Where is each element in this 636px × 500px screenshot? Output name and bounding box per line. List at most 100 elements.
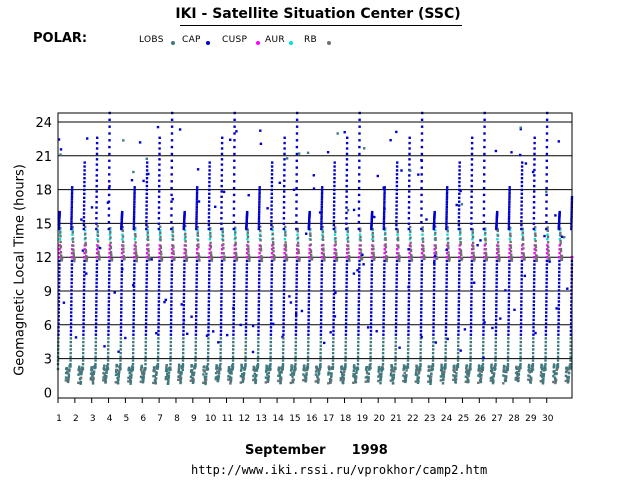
data-point-aur [296, 238, 299, 241]
data-point-cap [170, 296, 173, 299]
data-point-lobs [369, 344, 372, 347]
data-point-cap [145, 289, 148, 292]
data-point-rb [423, 257, 426, 261]
data-point-cap [507, 315, 510, 318]
data-point-cap [332, 296, 336, 299]
data-point-cap [507, 292, 511, 296]
data-point-lobs [119, 344, 122, 347]
data-point-lobs [194, 340, 197, 344]
data-point-cusp [58, 256, 61, 259]
data-point-cap [95, 190, 98, 193]
data-point-rb [71, 231, 74, 234]
data-point-lobs [131, 368, 134, 372]
data-point-cap [108, 270, 111, 274]
data-point-cap [283, 152, 286, 156]
data-point-cap [194, 326, 198, 329]
data-point-lobs [144, 340, 147, 344]
data-point-lobs [490, 369, 494, 372]
data-point-lobs [203, 375, 206, 378]
data-point-cap [258, 267, 261, 270]
data-point-cap [521, 161, 524, 164]
data-point-lobs [502, 368, 505, 372]
data-point-cap [420, 307, 423, 311]
data-point-rb [377, 379, 380, 383]
data-point-lobs [494, 359, 497, 362]
data-point-cap [407, 326, 410, 329]
data-point-lobs [456, 355, 460, 358]
data-point-rb [459, 227, 462, 231]
data-point-cap [333, 177, 336, 180]
data-point-cap [282, 281, 286, 285]
data-point-rb [381, 365, 384, 368]
data-point-cap [207, 227, 210, 231]
data-point-rb [159, 239, 162, 242]
data-point-rb [134, 245, 137, 248]
data-point-cap [408, 259, 411, 263]
data-point-lobs [330, 372, 333, 375]
data-point-rb [134, 226, 137, 230]
data-point-cap [82, 300, 86, 303]
data-point-cap [319, 322, 323, 325]
data-point-cap [132, 300, 136, 303]
data-point-cap [494, 326, 498, 329]
year-label: 1998 [351, 443, 388, 458]
data-point-rb [293, 370, 296, 374]
data-point-rb [371, 235, 375, 238]
data-point-cap [534, 331, 537, 335]
data-point-lobs [519, 344, 522, 347]
data-point-cap [194, 318, 198, 322]
data-point-cusp [295, 252, 299, 255]
data-point-cap [332, 304, 335, 307]
data-point-rb [472, 251, 475, 255]
data-point-lobs [228, 369, 231, 372]
data-point-rb [448, 257, 451, 260]
data-point-cap [295, 300, 298, 303]
legend-dot-aur [289, 41, 293, 45]
data-point-cap [169, 333, 173, 336]
data-point-rb [92, 376, 95, 380]
data-point-lobs [191, 373, 194, 376]
data-point-cap [345, 222, 348, 225]
data-point-cap [305, 232, 308, 235]
data-point-cap [95, 179, 98, 182]
data-point-cap [233, 166, 236, 169]
data-point-cap [320, 270, 323, 274]
data-point-rb [247, 253, 250, 256]
data-point-cusp [408, 256, 411, 259]
data-point-rb [85, 258, 89, 261]
data-point-lobs [494, 344, 497, 347]
data-point-cap [157, 292, 161, 296]
data-point-cap [444, 329, 448, 333]
data-point-cusp [245, 256, 249, 259]
data-point-cap [482, 356, 485, 360]
data-point-cap [295, 274, 298, 277]
data-point-cap [420, 173, 423, 176]
data-point-cap [83, 169, 86, 172]
data-point-cap [357, 227, 360, 231]
data-point-lobs [231, 359, 235, 362]
data-point-cusp [483, 256, 486, 259]
data-point-cusp [533, 252, 536, 255]
data-point-cap [208, 173, 211, 176]
data-point-cap [107, 193, 111, 197]
data-point-cap [495, 289, 498, 292]
data-point-aur [371, 233, 374, 236]
data-point-cap [398, 346, 401, 349]
data-point-lobs [281, 359, 285, 362]
data-point-cap [233, 132, 236, 135]
data-point-cap [295, 292, 298, 296]
data-point-rb [484, 242, 487, 245]
data-point-lobs [114, 370, 118, 373]
data-point-cap [232, 193, 236, 197]
data-point-cap [345, 152, 349, 156]
data-point-lobs [282, 337, 285, 340]
data-point-lobs [169, 363, 172, 366]
data-point-cap [258, 208, 261, 211]
data-point-cap [358, 263, 361, 266]
data-point-cap [133, 205, 136, 209]
data-point-lobs [490, 365, 493, 368]
data-point-cap [531, 170, 535, 174]
data-point-cap [195, 292, 198, 296]
data-point-cap [545, 173, 548, 176]
data-point-rb [177, 378, 180, 381]
